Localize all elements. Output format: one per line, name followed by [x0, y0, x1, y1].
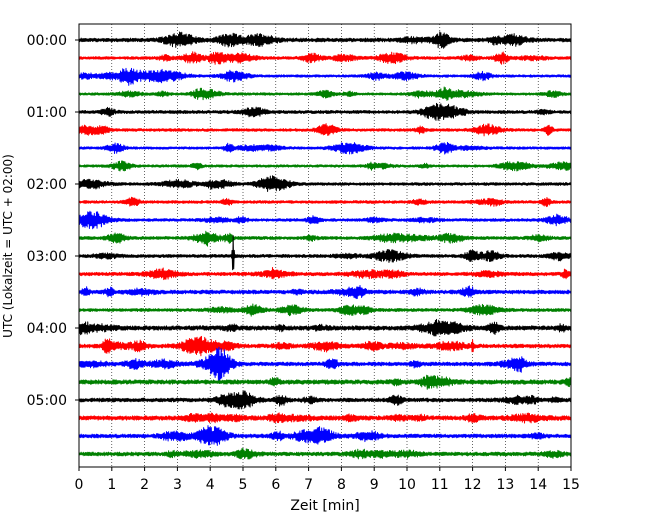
- x-tick-label: 12: [464, 477, 482, 493]
- seismic-trace: [78, 86, 572, 101]
- seismic-trace: [78, 160, 572, 172]
- seismic-trace: [78, 284, 572, 300]
- seismic-trace: [78, 235, 572, 271]
- seismic-trace: [78, 67, 572, 86]
- seismic-trace: [78, 196, 572, 208]
- seismic-trace: [78, 412, 572, 424]
- seismic-trace: [78, 448, 572, 460]
- seismic-trace: [78, 210, 572, 230]
- y-axis-ticks: 00:00 01:00 02:00 03:00 04:00 05:00: [27, 33, 79, 409]
- seismic-trace: [78, 346, 572, 382]
- x-tick-label: 5: [239, 477, 248, 493]
- y-tick-label: 02:00: [27, 177, 67, 193]
- x-tick-label: 13: [496, 477, 514, 493]
- seismic-trace: [78, 318, 572, 337]
- x-axis-ticks: 0 1 2 3 4 5 6 7 8 9 10 11 12 13 14 15: [75, 467, 580, 493]
- x-tick-label: 14: [529, 477, 547, 493]
- seismic-trace: [78, 374, 572, 390]
- x-tick-label: 1: [107, 477, 116, 493]
- seismic-trace: [78, 303, 572, 317]
- x-tick-label: 15: [562, 477, 580, 493]
- seismic-trace: [78, 31, 572, 49]
- x-tick-label: 3: [173, 477, 182, 493]
- x-tick-label: 10: [398, 477, 416, 493]
- y-tick-label: 04:00: [27, 321, 67, 337]
- x-tick-label: 11: [431, 477, 449, 493]
- y-axis-title: UTC (Lokalzeit = UTC + 02:00): [1, 154, 15, 338]
- seismic-trace: [78, 425, 572, 446]
- seismic-trace: [78, 123, 572, 137]
- x-tick-label: 7: [304, 477, 313, 493]
- x-tick-label: 9: [370, 477, 379, 493]
- x-tick-label: 0: [75, 477, 84, 493]
- seismic-trace: [78, 390, 572, 410]
- seismic-trace: [78, 230, 572, 247]
- seismic-trace: [78, 335, 572, 357]
- plot-frame: [78, 23, 572, 468]
- x-tick-label: 6: [271, 477, 280, 493]
- seismic-trace: [78, 141, 572, 155]
- y-tick-label: 05:00: [27, 393, 67, 409]
- y-tick-label: 00:00: [27, 33, 67, 49]
- x-gridlines: [111, 24, 539, 467]
- x-tick-label: 2: [140, 477, 149, 493]
- seismic-trace: [78, 266, 572, 281]
- seismic-trace: [78, 51, 572, 65]
- x-tick-label: 4: [206, 477, 215, 493]
- seismic-trace: [78, 175, 572, 192]
- y-tick-label: 03:00: [27, 249, 67, 265]
- y-tick-label: 01:00: [27, 105, 67, 121]
- seismic-traces: [78, 31, 572, 460]
- seismic-trace: [78, 102, 572, 121]
- x-axis-title: Zeit [min]: [290, 498, 359, 514]
- x-tick-label: 8: [337, 477, 346, 493]
